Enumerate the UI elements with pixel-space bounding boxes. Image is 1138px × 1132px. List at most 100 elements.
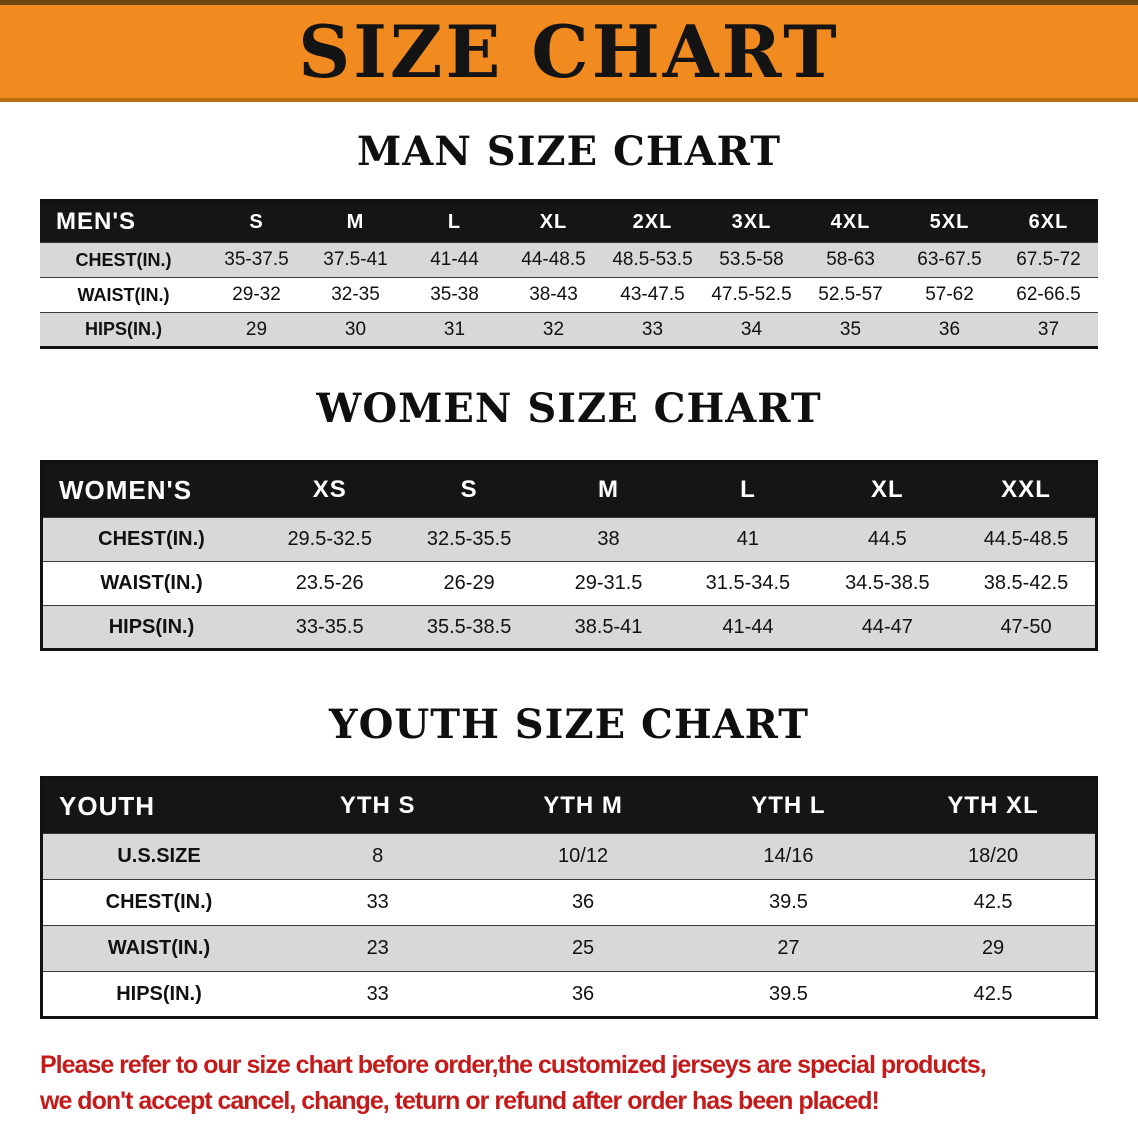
youth-section-heading: YOUTH SIZE CHART	[329, 701, 809, 748]
size-cell: 44.5-48.5	[983, 528, 1069, 550]
size-cell: 23	[366, 937, 389, 959]
size-cell: 53.5-58	[719, 249, 784, 270]
size-column-header: M	[306, 200, 405, 243]
men-size-table: MEN'S S M L XL 2XL 3XL 4XL 5XL 6XL CHEST(IN.) 35-37…	[40, 199, 1098, 349]
row-label: WAIST(IN.)	[77, 284, 170, 305]
table-row: CHEST(IN.) 35-37.5 37.5-41 41-44 44-48.5 48.5…	[40, 242, 1098, 278]
row-label: U.S.SIZE	[117, 845, 201, 867]
size-column-header: XXL	[957, 461, 1097, 518]
men-section: MAN SIZE CHART MEN'S S M L XL 2XL 3XL 4XL 5XL 6XL…	[0, 128, 1138, 349]
size-cell: 34	[740, 318, 763, 340]
size-cell: 58-63	[826, 249, 875, 270]
table-corner-label: MEN'S	[40, 200, 207, 243]
size-cell: 29	[981, 937, 1005, 959]
size-cell: 18/20	[968, 845, 1019, 867]
table-row: WAIST(IN.) 29-32 32-35 35-38 38-43 43-47.5 47.…	[40, 277, 1098, 313]
size-cell: 36	[571, 891, 595, 913]
size-cell: 35-38	[430, 284, 479, 305]
size-cell: 31	[443, 318, 466, 340]
youth-size-table: YOUTH YTH S YTH M YTH L YTH XL U.S.SIZE 8 10/12…	[40, 776, 1098, 1019]
size-cell: 23.5-26	[295, 572, 364, 594]
size-cell: 38.5-42.5	[983, 572, 1069, 594]
size-cell: 57-62	[925, 284, 974, 305]
size-cell: 29-32	[232, 284, 281, 305]
size-cell: 8	[372, 845, 384, 867]
size-column-header: 4XL	[801, 200, 900, 243]
size-cell: 39.5	[768, 982, 808, 1005]
size-column-header: L	[678, 461, 818, 518]
size-cell: 62-66.5	[1016, 284, 1081, 305]
table-corner-label: YOUTH	[41, 777, 275, 834]
men-section-heading: MAN SIZE CHART	[357, 128, 781, 175]
size-table-header-row: MEN'S S M L XL 2XL 3XL 4XL 5XL 6XL	[40, 200, 1098, 243]
size-cell: 26-29	[443, 572, 495, 594]
row-label: CHEST(IN.)	[98, 528, 205, 550]
size-cell: 30	[344, 318, 367, 340]
size-column-header: XL	[817, 461, 958, 518]
women-section-heading: WOMEN SIZE CHART	[316, 385, 822, 432]
row-label: CHEST(IN.)	[75, 249, 172, 270]
size-cell: 41-44	[430, 249, 479, 270]
size-column-header: 6XL	[999, 200, 1098, 243]
size-cell: 27	[777, 937, 800, 959]
table-row: CHEST(IN.) 33 36 39.5 42.5	[41, 879, 1097, 926]
size-cell: 67.5-72	[1016, 249, 1081, 270]
row-label: HIPS(IN.)	[116, 982, 202, 1005]
youth-section: YOUTH SIZE CHART YOUTH YTH S YTH M YTH L YTH…	[0, 701, 1138, 1019]
size-cell: 47-50	[1000, 615, 1052, 638]
notice-line-2: we don't accept cancel, change, teturn o…	[40, 1087, 880, 1116]
size-cell: 37.5-41	[323, 249, 388, 270]
size-charts: MAN SIZE CHART MEN'S S M L XL 2XL 3XL 4XL 5XL 6XL…	[0, 128, 1138, 1019]
size-cell: 44-48.5	[521, 249, 586, 270]
size-cell: 32-35	[331, 284, 380, 305]
size-cell: 32.5-35.5	[426, 528, 512, 550]
size-cell: 29	[245, 318, 268, 340]
size-cell: 41	[736, 528, 760, 550]
size-cell: 48.5-53.5	[612, 249, 693, 270]
row-label: WAIST(IN.)	[100, 572, 203, 594]
table-row: U.S.SIZE 8 10/12 14/16 18/20	[41, 833, 1097, 880]
size-cell: 31.5-34.5	[705, 572, 791, 594]
size-cell: 35	[839, 318, 862, 340]
table-row: CHEST(IN.) 29.5-32.5 32.5-35.5 38 41 44.5 44.5…	[41, 517, 1097, 562]
size-column-header: YTH XL	[891, 777, 1097, 834]
page-title: SIZE CHART	[298, 8, 840, 94]
size-cell: 42.5	[973, 891, 1013, 913]
size-cell: 33	[366, 982, 389, 1005]
size-cell: 42.5	[973, 982, 1013, 1005]
size-cell: 39.5	[768, 891, 808, 913]
size-cell: 14/16	[763, 845, 814, 867]
size-cell: 36	[571, 982, 595, 1005]
table-row: HIPS(IN.) 33-35.5 35.5-38.5 38.5-41 41-44 44-…	[41, 605, 1097, 650]
size-cell: 25	[571, 937, 595, 959]
size-cell: 33-35.5	[295, 615, 364, 638]
notice-line-1: Please refer to our size chart before or…	[40, 1051, 987, 1079]
size-cell: 38	[597, 528, 620, 550]
size-table-header-row: WOMEN'S XS S M L XL XXL	[41, 461, 1097, 518]
size-cell: 52.5-57	[818, 284, 883, 305]
table-row: HIPS(IN.) 33 36 39.5 42.5	[41, 971, 1097, 1018]
size-cell: 38.5-41	[574, 615, 643, 638]
size-column-header: YTH S	[275, 777, 481, 834]
row-label: WAIST(IN.)	[107, 937, 211, 959]
size-cell: 35.5-38.5	[426, 615, 512, 638]
size-cell: 47.5-52.5	[711, 284, 792, 305]
table-row: WAIST(IN.) 23.5-26 26-29 29-31.5 31.5-34.5 34…	[41, 561, 1097, 606]
table-corner-label: WOMEN'S	[41, 461, 260, 518]
size-cell: 34.5-38.5	[845, 572, 930, 594]
size-cell: 33	[641, 318, 664, 340]
size-cell: 10/12	[558, 845, 609, 867]
size-column-header: M	[538, 461, 679, 518]
title-banner: SIZE CHART	[0, 0, 1138, 102]
size-column-header: 5XL	[900, 200, 999, 243]
size-column-header: YTH L	[685, 777, 892, 834]
size-cell: 44.5	[867, 528, 907, 550]
size-cell: 33	[366, 891, 389, 913]
women-section: WOMEN SIZE CHART WOMEN'S XS S M L XL XXL CHEST(…	[0, 385, 1138, 651]
size-cell: 44-47	[861, 615, 913, 638]
women-size-table: WOMEN'S XS S M L XL XXL CHEST(IN.) 29.5-32.5 32.5…	[40, 460, 1098, 651]
row-label: CHEST(IN.)	[105, 891, 213, 913]
table-row: HIPS(IN.) 29 30 31 32 33 34 35 36 37	[40, 312, 1098, 348]
size-cell: 35-37.5	[224, 249, 289, 270]
